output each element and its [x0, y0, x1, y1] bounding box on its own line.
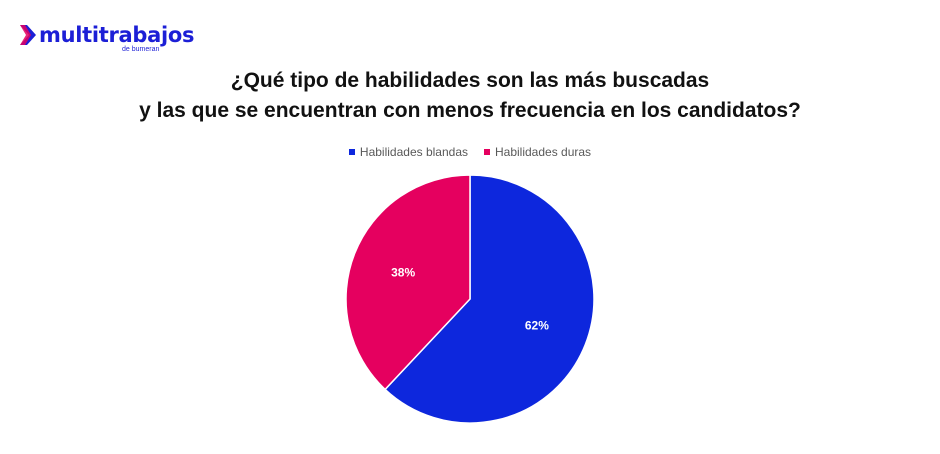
- legend-label-blandas: Habilidades blandas: [359, 145, 468, 159]
- legend-label-duras: Habilidades duras: [495, 145, 592, 159]
- brand-logo: multitrabajos de bumeran: [20, 22, 220, 56]
- brand-name: multitrabajos: [39, 23, 195, 47]
- brand-subtitle: de bumeran: [122, 46, 160, 53]
- chevron-logo-icon: [20, 25, 36, 45]
- chart-title-line-1: ¿Qué tipo de habilidades son las más bus…: [230, 69, 710, 92]
- legend-item-blandas: Habilidades blandas: [348, 145, 468, 159]
- chart-legend: Habilidades blandas Habilidades duras: [0, 145, 940, 159]
- pie-label-duras: 38%: [391, 266, 415, 280]
- pie-slice-blandas: [384, 174, 595, 424]
- chart-title-line-2: y las que se encuentran con menos frecue…: [139, 99, 801, 122]
- legend-swatch-blandas: [348, 149, 355, 155]
- pie-slice-duras: [345, 174, 471, 391]
- pie-label-blandas: 62%: [525, 318, 549, 332]
- legend-item-duras: Habilidades duras: [484, 145, 591, 159]
- legend-swatch-duras: [484, 149, 490, 155]
- chart-title: ¿Qué tipo de habilidades son las más bus…: [0, 66, 940, 126]
